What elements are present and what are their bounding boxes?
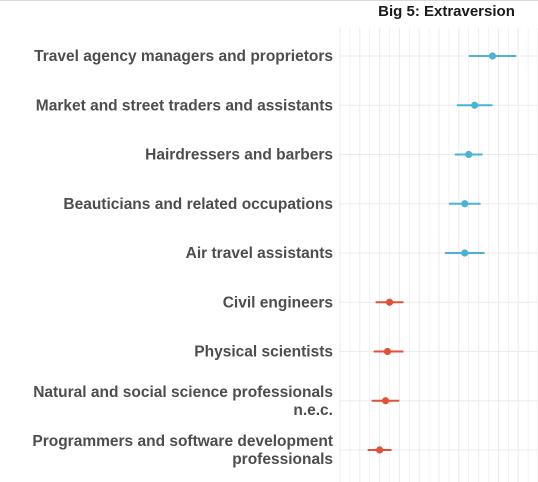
facet-title: Big 5: Extraversion [378, 3, 515, 20]
data-point [385, 298, 394, 306]
data-point [488, 52, 497, 60]
top-border [0, 0, 538, 1]
data-point [465, 150, 473, 159]
category-label: Physical scientists [194, 344, 333, 361]
category-label: Programmers and software development [32, 433, 333, 450]
category-label: professionals [232, 451, 333, 468]
data-point [471, 101, 479, 109]
data-point [461, 249, 469, 257]
category-label: n.e.c. [293, 402, 333, 419]
data-point [461, 200, 469, 208]
data-point [381, 397, 390, 405]
category-label: Civil engineers [223, 294, 333, 311]
category-label: Market and street traders and assistants [36, 97, 333, 114]
category-label: Beauticians and related occupations [63, 196, 333, 213]
data-point [383, 347, 392, 356]
category-label: Natural and social science professionals [33, 384, 333, 401]
category-label: Hairdressers and barbers [145, 147, 333, 164]
data-point [376, 446, 384, 454]
category-label: Travel agency managers and proprietors [34, 48, 333, 65]
category-label: Air travel assistants [186, 245, 333, 262]
